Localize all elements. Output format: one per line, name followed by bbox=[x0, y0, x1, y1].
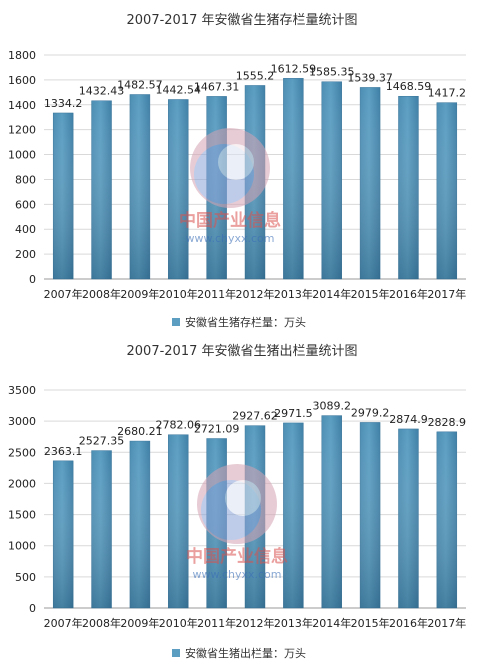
data-label: 2828.9 bbox=[428, 416, 467, 429]
data-label: 2363.1 bbox=[44, 445, 83, 458]
y-tick-label: 600 bbox=[15, 198, 36, 211]
data-label: 1585.35 bbox=[309, 66, 355, 79]
data-label: 1334.2 bbox=[44, 97, 83, 110]
watermark-url: www.chyxx.com bbox=[185, 232, 274, 245]
y-tick-label: 1600 bbox=[8, 74, 36, 87]
legend-label: 安徽省生猪出栏量：万头 bbox=[185, 646, 306, 660]
watermark-logo bbox=[190, 128, 270, 208]
bar-shade bbox=[283, 78, 304, 279]
data-label: 1555.2 bbox=[236, 69, 275, 82]
x-tick-label: 2009年 bbox=[120, 616, 159, 630]
bar-shade bbox=[360, 422, 381, 608]
bar-shade bbox=[91, 100, 112, 280]
bar-shade bbox=[436, 102, 457, 280]
data-label: 2927.62 bbox=[232, 410, 278, 423]
y-tick-label: 2000 bbox=[8, 477, 36, 490]
bar-shade bbox=[436, 431, 457, 608]
bar-shade bbox=[129, 441, 150, 608]
y-tick-label: 1800 bbox=[8, 49, 36, 62]
data-label: 1539.37 bbox=[347, 71, 393, 84]
y-tick-label: 1200 bbox=[8, 124, 36, 137]
watermark-brand: 中国产业信息 bbox=[179, 210, 281, 231]
data-label: 2680.21 bbox=[117, 425, 163, 438]
x-tick-label: 2013年 bbox=[274, 616, 313, 630]
watermark-brand: 中国产业信息 bbox=[186, 546, 288, 567]
watermark-url: www.chyxx.com bbox=[192, 568, 281, 581]
watermark-circle-inner bbox=[194, 144, 254, 204]
data-label: 2721.09 bbox=[194, 423, 240, 436]
x-tick-label: 2007年 bbox=[44, 287, 83, 301]
chart-title: 2007-2017 年安徽省生猪存栏量统计图 bbox=[127, 13, 358, 28]
chart-pig-stock: 2007-2017 年安徽省生猪存栏量统计图 0 200 400 600 800 1000 1… bbox=[8, 13, 467, 329]
bar-shade bbox=[53, 112, 74, 280]
x-tick-label: 2012年 bbox=[236, 616, 275, 630]
bar-shade bbox=[321, 415, 342, 608]
x-tick-label: 2014年 bbox=[312, 287, 351, 301]
bar-shade bbox=[283, 422, 304, 608]
y-tick-label: 1000 bbox=[8, 540, 36, 553]
x-tick-label: 2015年 bbox=[351, 287, 390, 301]
x-tick-label: 2010年 bbox=[159, 616, 198, 630]
bar-shade bbox=[53, 460, 74, 608]
x-tick-label: 2009年 bbox=[120, 287, 159, 301]
x-tick-label: 2008年 bbox=[82, 287, 121, 301]
bar-shade bbox=[398, 428, 419, 608]
data-label: 2874.9 bbox=[389, 413, 428, 426]
data-label: 1442.54 bbox=[156, 83, 202, 96]
bar-shade bbox=[91, 450, 112, 608]
data-label: 1417.2 bbox=[428, 87, 467, 100]
bar-shade bbox=[398, 96, 419, 280]
chart-pig-slaughter: 2007-2017 年安徽省生猪出栏量统计图 0 500 1000 1500 2000 25… bbox=[8, 344, 467, 660]
x-tick-label: 2010年 bbox=[159, 287, 198, 301]
data-label: 2971.5 bbox=[274, 407, 313, 420]
x-tick-label: 2017年 bbox=[427, 616, 466, 630]
bar-shade bbox=[168, 99, 189, 279]
y-tick-label: 1500 bbox=[8, 509, 36, 522]
data-label: 1612.59 bbox=[271, 62, 317, 75]
watermark-logo bbox=[197, 464, 277, 544]
y-tick-label: 200 bbox=[15, 248, 36, 261]
data-label: 1467.31 bbox=[194, 80, 240, 93]
x-tick-label: 2016年 bbox=[389, 616, 428, 630]
watermark-circle-hole bbox=[218, 144, 254, 180]
x-tick-label: 2015年 bbox=[351, 616, 390, 630]
legend-swatch bbox=[172, 649, 180, 657]
y-tick-label: 800 bbox=[15, 173, 36, 186]
x-tick-label: 2007年 bbox=[44, 616, 83, 630]
bar-shade bbox=[321, 81, 342, 279]
y-tick-label: 3000 bbox=[8, 415, 36, 428]
x-tick-label: 2014年 bbox=[312, 616, 351, 630]
y-tick-label: 0 bbox=[29, 602, 36, 615]
y-tick-label: 1400 bbox=[8, 99, 36, 112]
legend-label: 安徽省生猪存栏量：万头 bbox=[185, 315, 306, 329]
bar-shade bbox=[168, 434, 189, 608]
data-label: 1482.57 bbox=[117, 79, 163, 92]
x-tick-label: 2008年 bbox=[82, 616, 121, 630]
y-tick-label: 400 bbox=[15, 223, 36, 236]
y-tick-label: 500 bbox=[15, 571, 36, 584]
watermark-circle-inner bbox=[201, 480, 261, 540]
data-label: 2979.2 bbox=[351, 406, 390, 419]
x-tick-label: 2012年 bbox=[236, 287, 275, 301]
data-label: 1432.43 bbox=[79, 85, 125, 98]
y-tick-label: 0 bbox=[29, 273, 36, 286]
x-tick-label: 2011年 bbox=[197, 616, 236, 630]
x-tick-label: 2013年 bbox=[274, 287, 313, 301]
y-tick-label: 3500 bbox=[8, 384, 36, 397]
x-tick-label: 2017年 bbox=[427, 287, 466, 301]
bar-shade bbox=[360, 87, 381, 279]
chart-title: 2007-2017 年安徽省生猪出栏量统计图 bbox=[127, 344, 358, 359]
y-tick-label: 1000 bbox=[8, 149, 36, 162]
x-tick-label: 2011年 bbox=[197, 287, 236, 301]
x-tick-label: 2016年 bbox=[389, 287, 428, 301]
bar-shade bbox=[129, 94, 150, 279]
data-label: 1468.59 bbox=[386, 80, 432, 93]
data-label: 3089.2 bbox=[312, 400, 351, 413]
data-label: 2782.06 bbox=[156, 419, 202, 432]
watermark-circle-hole bbox=[225, 480, 261, 516]
data-label: 2527.35 bbox=[79, 435, 125, 448]
legend-swatch bbox=[172, 318, 180, 326]
y-tick-label: 2500 bbox=[8, 446, 36, 459]
